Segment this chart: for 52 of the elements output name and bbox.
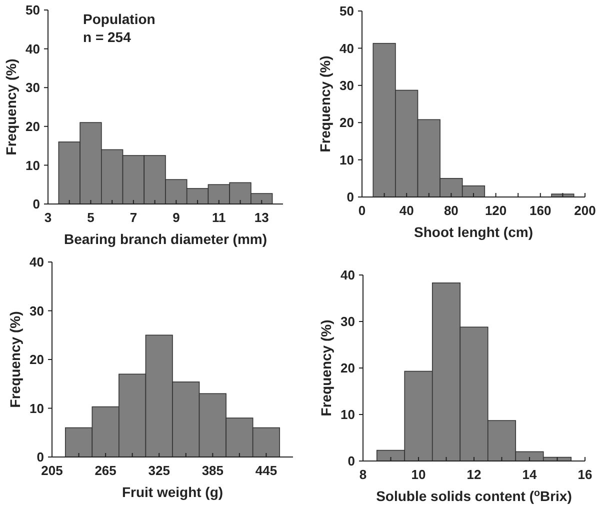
x-tick-label: 385: [202, 463, 224, 478]
y-tick-label: 30: [26, 80, 40, 96]
annotation: Population: [83, 11, 156, 27]
x-tick-label: 5: [87, 210, 94, 225]
y-tick-label: 40: [26, 41, 40, 56]
x-tick-label: 40: [399, 203, 414, 218]
x-tick-label: 200: [574, 203, 596, 218]
x-axis-title: Fruit weight (g): [122, 484, 224, 500]
x-tick-label: 16: [578, 467, 592, 482]
x-tick-label: 205: [41, 463, 63, 478]
x-tick-label: 3: [44, 210, 52, 225]
y-tick-label: 0: [36, 450, 44, 465]
x-tick-label: 265: [94, 463, 116, 478]
x-tick-label: 0: [358, 203, 366, 218]
x-tick-label: 14: [522, 467, 538, 482]
y-axis-title: Frequency (%): [7, 311, 23, 408]
y-tick-label: 20: [26, 118, 40, 134]
x-tick-label: 160: [530, 203, 552, 218]
x-tick-label: 7: [130, 210, 138, 225]
x-axis-title: Soluble solids content ($^{o}$Brix): [376, 488, 572, 504]
y-axis-title: Frequency (%): [317, 56, 333, 152]
x-tick-label: 9: [172, 210, 180, 225]
x-tick-label: 445: [255, 463, 278, 478]
y-tick-label: 50: [340, 4, 354, 19]
y-tick-label: 30: [340, 78, 354, 93]
x-tick-label: 325: [148, 463, 170, 478]
y-tick-label: 20: [340, 115, 354, 130]
y-tick-label: 20: [30, 352, 44, 368]
x-tick-label: 80: [444, 203, 458, 218]
x-tick-label: 11: [212, 210, 226, 225]
x-tick-label: 12: [466, 467, 482, 482]
y-tick-label: 10: [30, 400, 44, 416]
y-tick-label: 50: [26, 2, 40, 18]
y-tick-label: 10: [340, 407, 355, 422]
y-tick-label: 20: [340, 360, 355, 376]
x-tick-label: 8: [359, 467, 367, 482]
annotation: n = 254: [83, 29, 132, 45]
y-tick-label: 0: [346, 190, 354, 205]
y-tick-label: 40: [30, 254, 44, 270]
x-tick-label: 10: [411, 467, 426, 482]
y-axis-title: Frequency (%): [3, 58, 19, 156]
x-axis-title: Shoot lenght (cm): [414, 224, 533, 240]
y-tick-label: 40: [340, 40, 354, 56]
y-tick-label: 30: [30, 303, 44, 318]
y-tick-label: 10: [340, 152, 354, 168]
x-tick-label: 13: [254, 210, 269, 225]
y-axis-title: Frequency (%): [318, 320, 334, 416]
x-tick-label: 120: [484, 203, 507, 218]
x-axis-title: Bearing branch diameter (mm): [64, 231, 268, 247]
y-tick-label: 10: [26, 158, 40, 173]
y-tick-label: 40: [340, 268, 355, 283]
y-tick-label: 30: [340, 314, 355, 330]
